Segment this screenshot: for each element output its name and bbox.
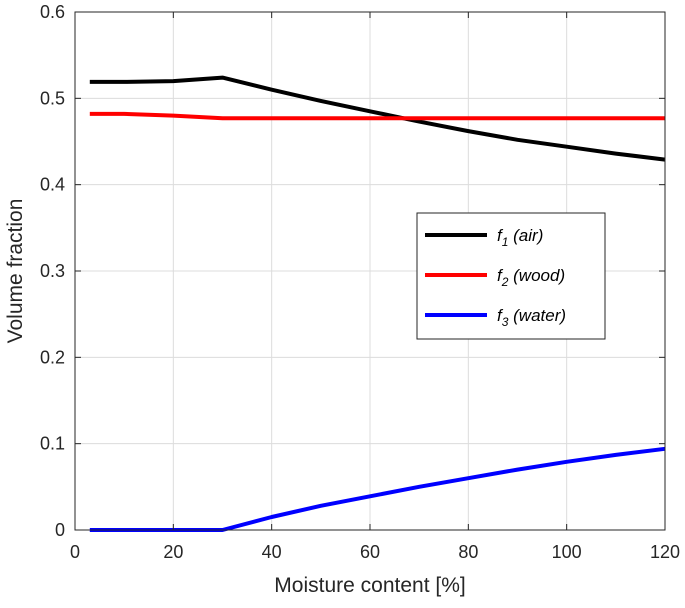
- y-tick-label: 0.6: [40, 2, 65, 22]
- legend-entry-main: f: [497, 226, 504, 245]
- x-tick-label: 40: [262, 542, 282, 562]
- y-tick-label: 0.1: [40, 434, 65, 454]
- y-axis-label: Volume fraction: [4, 199, 27, 344]
- y-tick-label: 0.2: [40, 347, 65, 367]
- x-tick-label: 0: [70, 542, 80, 562]
- legend-entry-rest: (wood): [508, 266, 565, 285]
- x-tick-label: 80: [458, 542, 478, 562]
- series-line-3: [89, 446, 666, 532]
- legend-entry-rest: (water): [508, 306, 566, 325]
- legend-entry-sub: 1: [502, 235, 509, 249]
- legend-entry-sub: 2: [501, 275, 509, 289]
- legend-entry-sub: 3: [502, 315, 509, 329]
- legend-entry-main: f: [497, 266, 504, 285]
- x-tick-label: 60: [360, 542, 380, 562]
- x-tick-label: 20: [163, 542, 183, 562]
- ticks: [74, 11, 666, 531]
- series-line-2: [89, 111, 665, 121]
- x-tick-label: 120: [650, 542, 680, 562]
- series-line-1: [89, 75, 666, 162]
- y-tick-label: 0.3: [40, 261, 65, 281]
- legend-entry-3: f3 (water): [497, 306, 566, 329]
- legend-entry-1: f1 (air): [497, 226, 543, 249]
- legend-entry-rest: (air): [508, 226, 543, 245]
- legend-entry-2: f2 (wood): [497, 266, 565, 289]
- tick-labels: 0 20 40 60 80 100 120 0 0.1 0.2 0.3 0.4 0.5 0.6: [40, 2, 680, 562]
- x-axis-label: Moisture content [%]: [274, 574, 465, 597]
- legend-entry-main: f: [497, 306, 504, 325]
- x-tick-label: 100: [552, 542, 582, 562]
- y-tick-label: 0.5: [40, 88, 65, 108]
- y-tick-label: 0.4: [40, 175, 65, 195]
- y-tick-label: 0: [55, 520, 65, 540]
- legend: f1 (air)f2 (wood)f3 (water): [416, 212, 606, 340]
